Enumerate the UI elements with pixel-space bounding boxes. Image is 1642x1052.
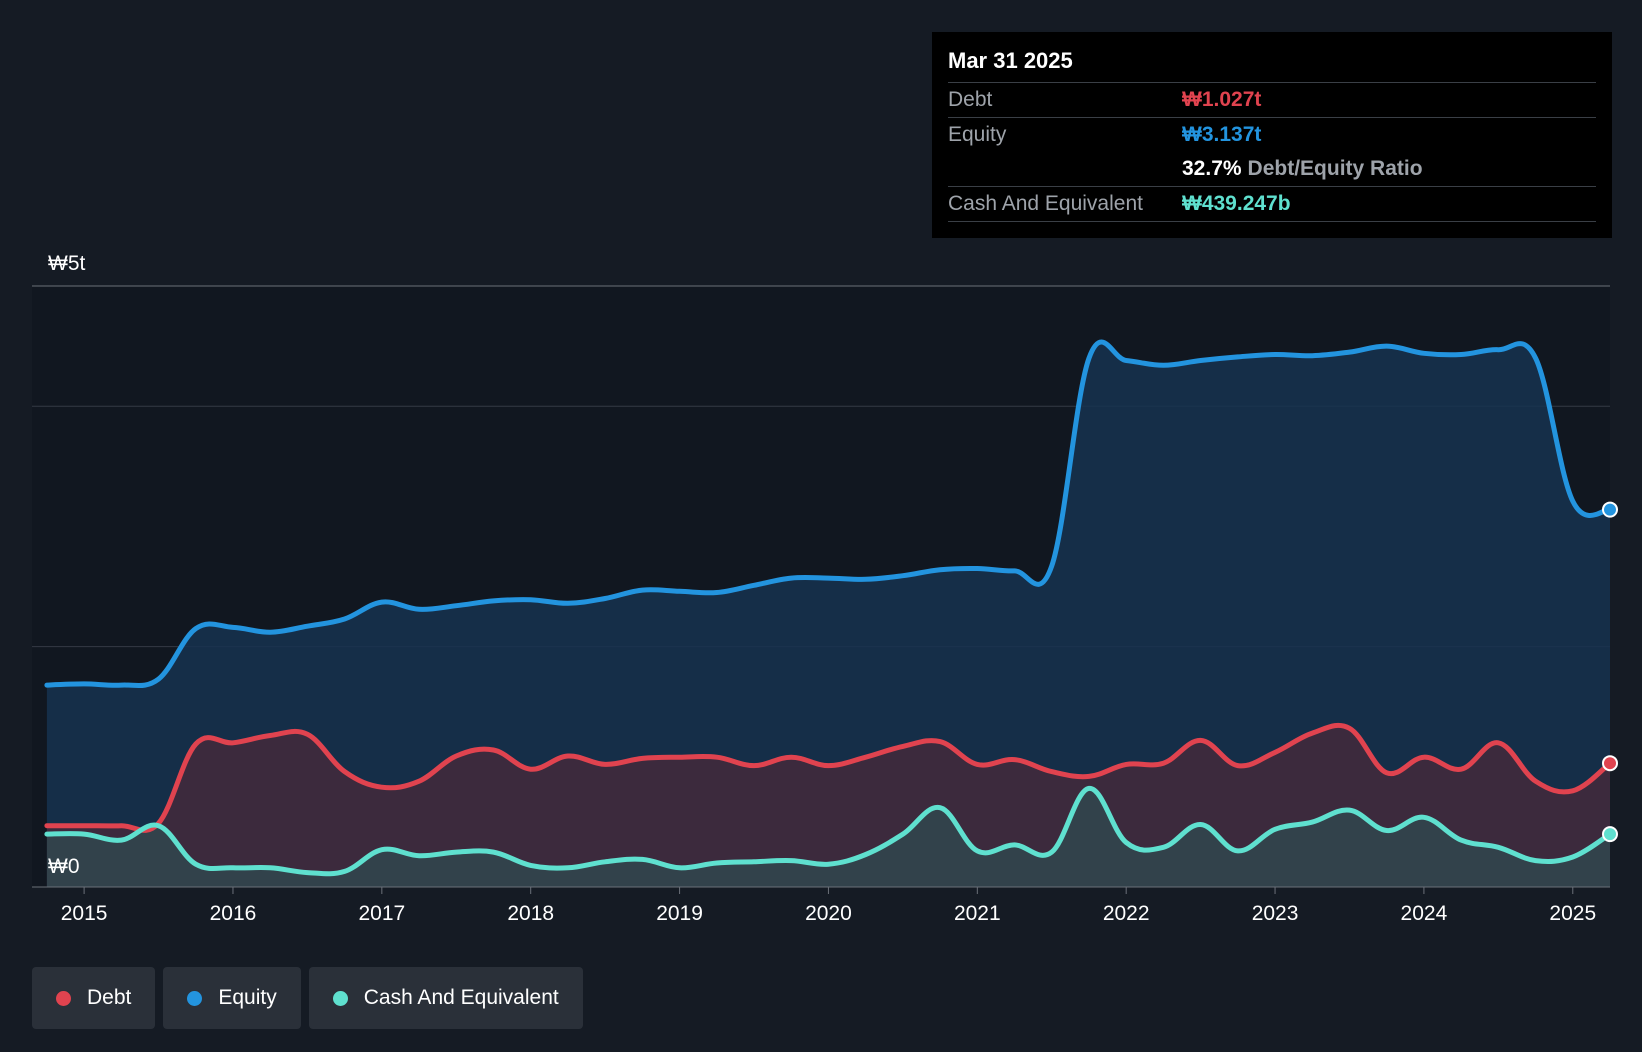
- chart-legend: Debt Equity Cash And Equivalent: [32, 967, 583, 1029]
- equity-end-marker: [1602, 501, 1618, 518]
- tooltip-debt-label: Debt: [948, 88, 993, 111]
- legend-item-cash[interactable]: Cash And Equivalent: [308, 967, 583, 1029]
- tooltip-equity-row: Equity ₩3.137t: [948, 118, 1596, 152]
- debt-line: [44, 722, 1613, 833]
- legend-item-debt[interactable]: Debt: [32, 967, 156, 1029]
- cash-line: [44, 785, 1613, 877]
- cash-end-marker: [1602, 826, 1618, 843]
- x-tick-label-2024: 2024: [1401, 902, 1448, 925]
- x-tick-label-2023: 2023: [1252, 902, 1299, 925]
- series-lines: [44, 339, 1613, 877]
- tooltip-debt-value: ₩1.027t: [1182, 88, 1262, 111]
- x-tick-label-2017: 2017: [358, 902, 405, 925]
- x-tick-label-2018: 2018: [507, 902, 554, 925]
- legend-item-equity[interactable]: Equity: [163, 967, 301, 1029]
- legend-equity-label: Equity: [218, 986, 277, 1009]
- x-tick-label-2016: 2016: [210, 902, 257, 925]
- cash-area: [46, 788, 1610, 887]
- legend-debt-label: Debt: [87, 986, 132, 1009]
- x-tick-label-2020: 2020: [805, 902, 852, 925]
- tooltip-equity-value: ₩3.137t: [1182, 123, 1262, 146]
- legend-cash-label: Cash And Equivalent: [363, 986, 559, 1009]
- tooltip-equity-label: Equity: [948, 123, 1007, 146]
- tooltip-ratio-value: 32.7%: [1182, 157, 1242, 180]
- tooltip-debt-row: Debt ₩1.027t: [948, 83, 1596, 118]
- x-tick-label-2022: 2022: [1103, 902, 1150, 925]
- debt-end-marker: [1602, 755, 1618, 772]
- tooltip-date: Mar 31 2025: [948, 46, 1596, 83]
- y-tick-label-0: ₩5t: [48, 252, 86, 275]
- tooltip-cash-row: Cash And Equivalent ₩439.247b: [948, 187, 1596, 222]
- legend-equity-dot-icon: [187, 990, 203, 1006]
- x-axis: 2015 2016 2017 2018 2019 2020 2021 2022 2023 2024…: [32, 886, 1610, 925]
- axis-labels: ₩5t ₩0: [48, 252, 86, 878]
- tooltip-cash-value: ₩439.247b: [1182, 192, 1291, 215]
- x-tick-label-2025: 2025: [1549, 902, 1596, 925]
- tooltip-ratio-row: 32.7% Debt/Equity Ratio: [948, 152, 1596, 187]
- x-tick-label-2021: 2021: [954, 902, 1001, 925]
- x-tick-label-2015: 2015: [61, 902, 108, 925]
- tooltip-cash-label: Cash And Equivalent: [948, 192, 1143, 215]
- x-tick-label-2019: 2019: [656, 902, 703, 925]
- end-markers: [1602, 501, 1618, 843]
- legend-debt-dot-icon: [56, 990, 71, 1006]
- data-tooltip: Mar 31 2025 Debt ₩1.027t Equity ₩3.137t …: [932, 32, 1612, 238]
- y-tick-label-1: ₩0: [48, 855, 80, 878]
- equity-line: [44, 339, 1613, 689]
- tooltip-ratio-label: Debt/Equity Ratio: [1247, 157, 1423, 180]
- legend-cash-dot-icon: [332, 990, 348, 1006]
